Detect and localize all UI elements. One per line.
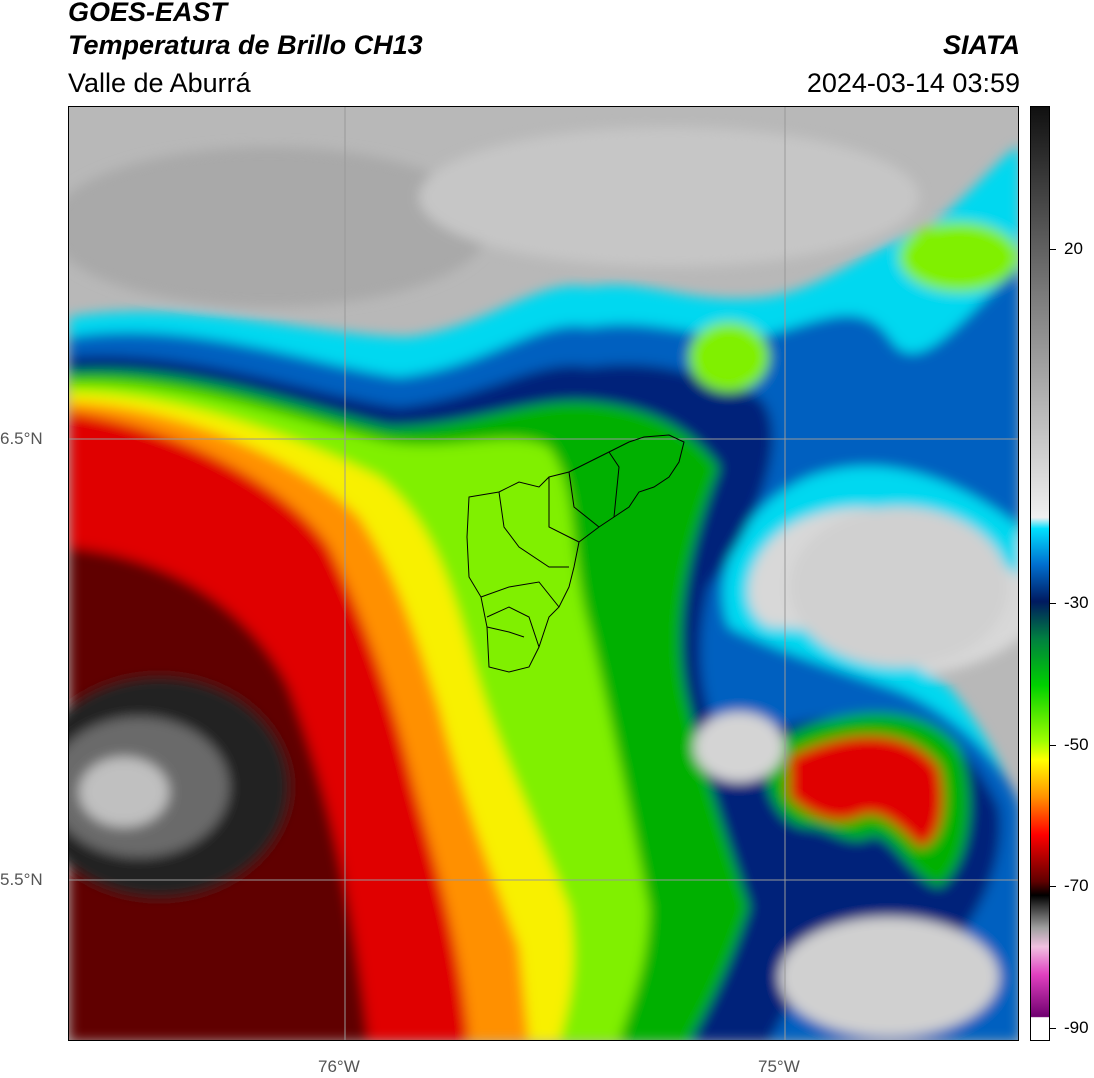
right-cell-core (789, 735, 943, 847)
lat-label-6-5: 6.5°N (0, 429, 43, 448)
cbar-label-minus70: -70 (1064, 876, 1089, 895)
municipality-boundaries (466, 434, 685, 673)
organization-label: SIATA (943, 30, 1020, 60)
brightness-temperature-map[interactable] (68, 106, 1019, 1041)
cbar-tick-minus30 (1050, 603, 1056, 604)
clear-pocket-south (779, 917, 999, 1037)
cbar-label-minus30: -30 (1064, 593, 1089, 612)
clear-pocket-east (789, 507, 1009, 667)
upper-cell (689, 322, 769, 392)
lat-label-5-5: 5.5°N (0, 870, 43, 889)
cbar-tick-minus90 (1050, 1028, 1056, 1029)
top-right-cell (899, 222, 1018, 292)
cbar-tick-minus70 (1050, 886, 1056, 887)
satellite-title: GOES-EAST (68, 0, 228, 27)
gridlines (69, 107, 1018, 1040)
datetime-label: 2024-03-14 03:59 (806, 68, 1020, 98)
cbar-tick-minus50 (1050, 745, 1056, 746)
lon-label-76: 76°W (318, 1057, 360, 1076)
cbar-tick-20 (1050, 249, 1056, 250)
cbar-label-minus50: -50 (1064, 735, 1089, 754)
product-title: Temperatura de Brillo CH13 (68, 30, 423, 60)
temperature-colorbar (1030, 106, 1050, 1041)
clear-pocket-southeast (694, 712, 784, 782)
cbar-label-minus90: -90 (1064, 1018, 1089, 1037)
lon-label-75: 75°W (758, 1057, 800, 1076)
region-label: Valle de Aburrá (68, 68, 251, 98)
coldest-core-light (79, 757, 169, 827)
cbar-label-20: 20 (1064, 239, 1083, 258)
